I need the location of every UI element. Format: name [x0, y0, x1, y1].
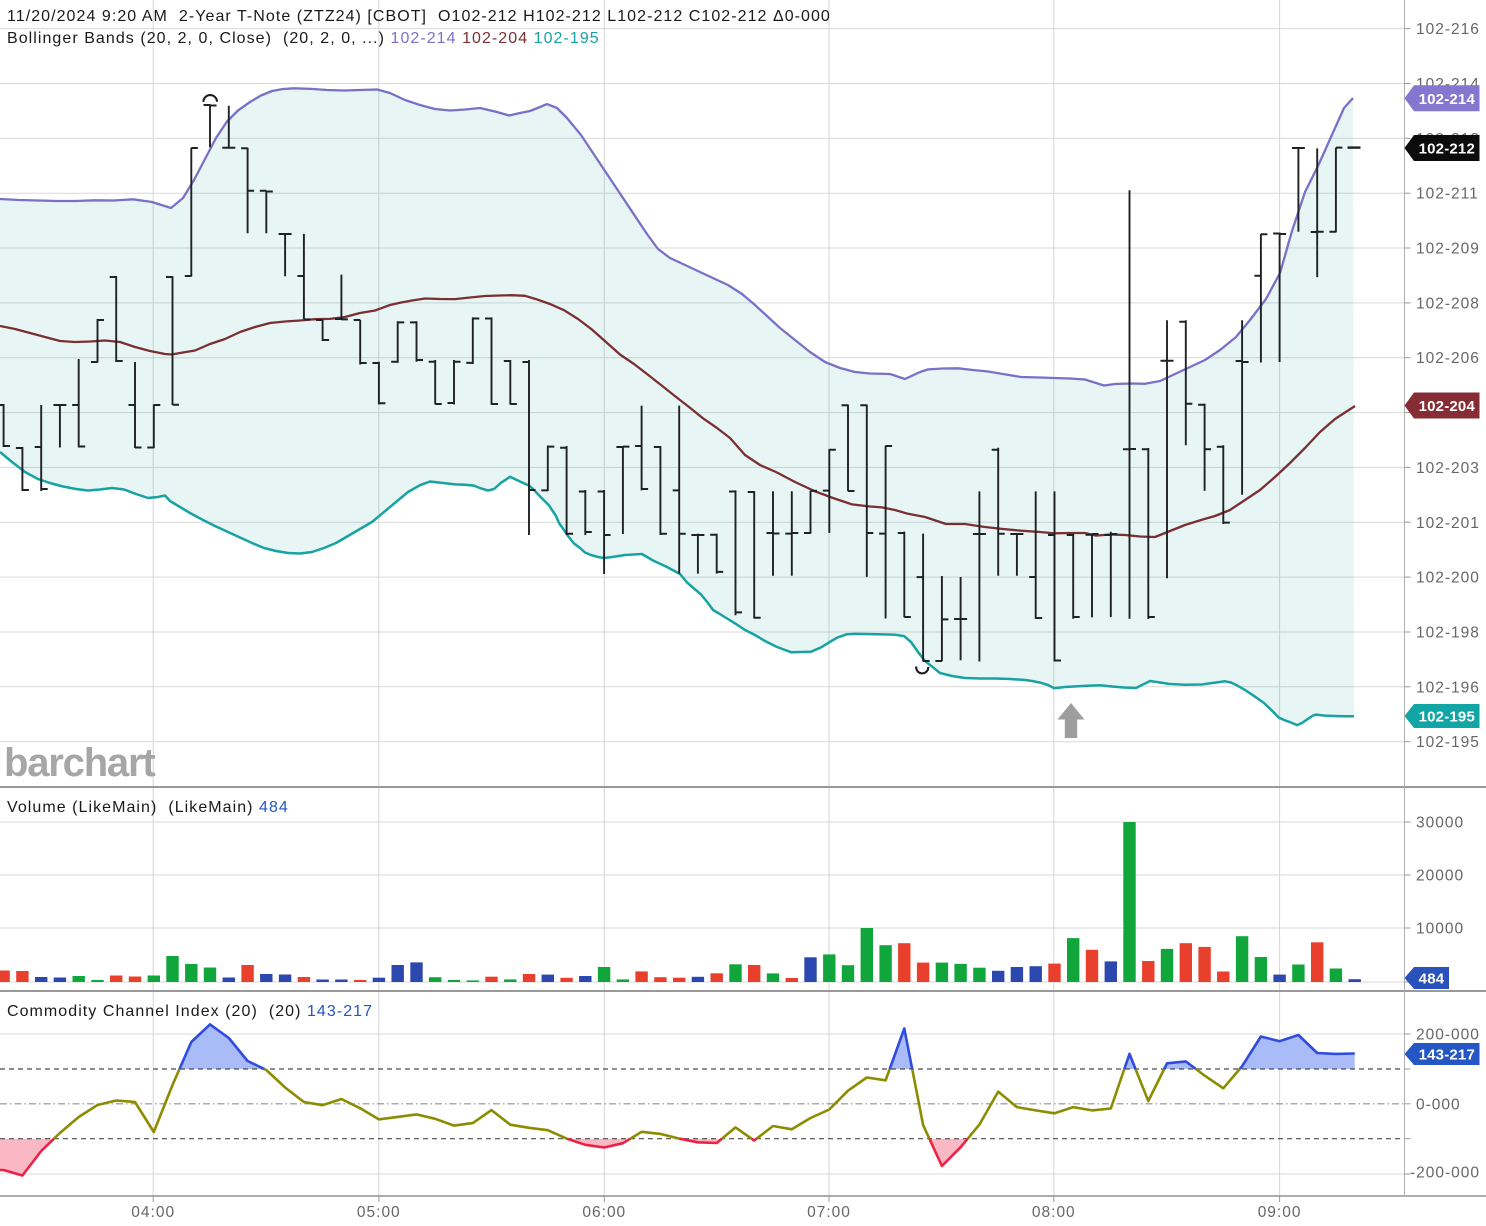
svg-text:06:00: 06:00	[582, 1204, 626, 1221]
svg-text:102-200: 102-200	[1416, 570, 1480, 587]
svg-text:102-201: 102-201	[1416, 515, 1480, 532]
svg-text:102-198: 102-198	[1416, 625, 1480, 642]
svg-text:-200-000: -200-000	[1410, 1165, 1480, 1182]
svg-text:09:00: 09:00	[1258, 1204, 1302, 1221]
svg-text:30000: 30000	[1416, 815, 1464, 832]
svg-text:barchart: barchart	[4, 741, 155, 785]
svg-text:20000: 20000	[1416, 868, 1464, 885]
svg-text:102-208: 102-208	[1416, 295, 1480, 312]
svg-text:10000: 10000	[1416, 921, 1464, 938]
svg-text:Bollinger Bands (20, 2, 0, Clo: Bollinger Bands (20, 2, 0, Close) (20, 2…	[7, 30, 600, 47]
svg-text:484: 484	[1419, 971, 1445, 988]
svg-text:102-195: 102-195	[1416, 734, 1480, 751]
svg-text:102-203: 102-203	[1416, 460, 1480, 477]
svg-text:102-216: 102-216	[1416, 21, 1480, 38]
svg-text:11/20/2024 9:20 AM 2-Year T-N: 11/20/2024 9:20 AM 2-Year T-Note (ZTZ24)…	[7, 8, 831, 25]
svg-text:05:00: 05:00	[357, 1204, 401, 1221]
svg-text:102-195: 102-195	[1419, 709, 1475, 726]
svg-text:Volume (LikeMain) (LikeMain): Volume (LikeMain) (LikeMain) 484	[7, 799, 289, 816]
svg-text:102-212: 102-212	[1419, 141, 1475, 158]
svg-text:04:00: 04:00	[131, 1204, 175, 1221]
svg-text:143-217: 143-217	[1419, 1047, 1475, 1064]
svg-text:102-196: 102-196	[1416, 679, 1480, 696]
svg-text:200-000: 200-000	[1416, 1027, 1480, 1044]
svg-text:102-206: 102-206	[1416, 350, 1480, 367]
svg-text:07:00: 07:00	[807, 1204, 851, 1221]
svg-text:102-214: 102-214	[1419, 91, 1476, 108]
svg-text:Commodity Channel Index (20): Commodity Channel Index (20) (20) 143-21…	[7, 1003, 373, 1020]
svg-text:102-204: 102-204	[1419, 398, 1476, 415]
svg-text:102-209: 102-209	[1416, 241, 1480, 258]
svg-text:0-000: 0-000	[1416, 1096, 1461, 1113]
svg-text:102-211: 102-211	[1416, 186, 1479, 203]
svg-text:08:00: 08:00	[1032, 1204, 1076, 1221]
